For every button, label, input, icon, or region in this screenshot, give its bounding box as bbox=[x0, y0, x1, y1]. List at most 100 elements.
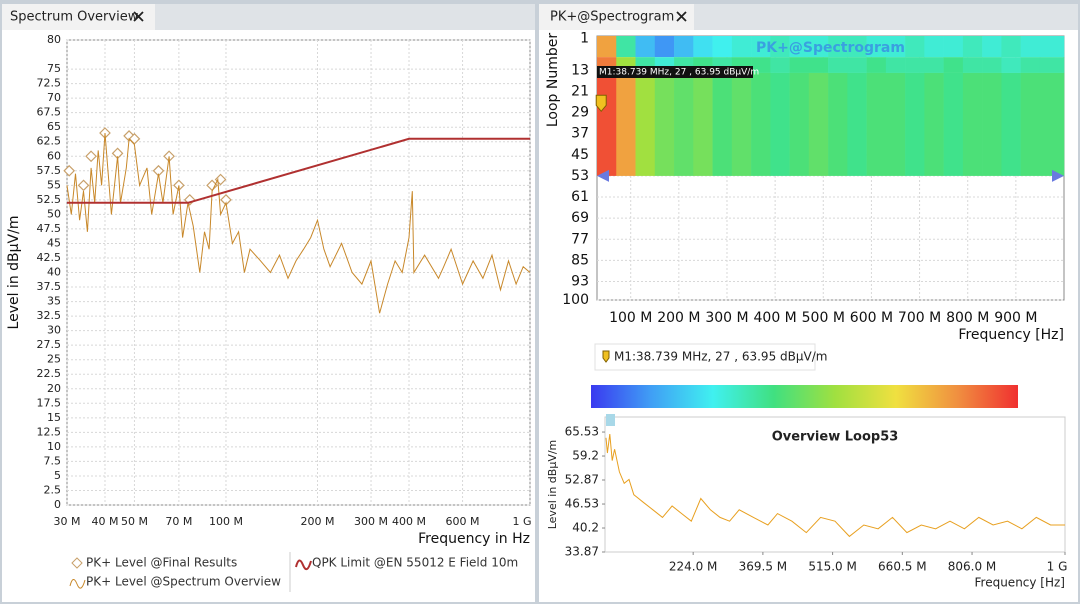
x-axis-label: Frequency [Hz] bbox=[958, 327, 1064, 343]
y-tick-label: 32.5 bbox=[37, 309, 62, 322]
x-axis-label: Frequency in Hz bbox=[418, 531, 530, 547]
marker-legend bbox=[594, 343, 816, 371]
heatmap-cell bbox=[597, 36, 617, 58]
legend-label: QPK Limit @EN 55012 E Field 10m bbox=[312, 556, 518, 570]
heatmap-cell bbox=[770, 57, 790, 73]
legend-icon bbox=[69, 579, 86, 589]
heatmap-cell bbox=[616, 36, 636, 58]
tab-title: PK+@Spectrogram bbox=[550, 10, 674, 25]
y-tick-label: 61 bbox=[571, 189, 589, 205]
heatmap-cell bbox=[674, 36, 694, 58]
heatmap-cell bbox=[789, 36, 810, 58]
x-tick-label: 30 M bbox=[54, 515, 81, 528]
tab-close[interactable] bbox=[676, 11, 687, 22]
heatmap-cell bbox=[982, 36, 1002, 58]
y-tick-label: 15 bbox=[47, 411, 61, 424]
x-tick-label: 50 M bbox=[121, 515, 148, 528]
heatmap-cell bbox=[1001, 36, 1021, 58]
heatmap-cell bbox=[597, 72, 617, 176]
x-tick-label: 900 M bbox=[994, 310, 1037, 326]
heatmap-cell bbox=[866, 57, 887, 73]
y-tick-label: 27.5 bbox=[37, 338, 62, 351]
x-tick-label: 1 G bbox=[512, 515, 531, 528]
y-tick-label: 22.5 bbox=[37, 367, 62, 380]
diamond-marker bbox=[63, 164, 76, 177]
legend-label: PK+ Level @Spectrum Overview bbox=[86, 575, 281, 589]
y-tick-label: 47.5 bbox=[37, 222, 62, 235]
diamond-marker bbox=[128, 132, 141, 145]
heatmap-cell bbox=[1039, 57, 1065, 73]
heatmap-cell bbox=[808, 36, 829, 58]
x-axis-label: Frequency [Hz] bbox=[975, 576, 1066, 590]
y-tick-label: 70 bbox=[47, 91, 61, 104]
heatmap-cell bbox=[847, 72, 867, 176]
heatmap-cell bbox=[1001, 57, 1021, 73]
heatmap-cell bbox=[885, 36, 906, 58]
legend-icon bbox=[71, 557, 83, 569]
heatmap-cell bbox=[866, 36, 887, 58]
y-tick-label: 57.5 bbox=[37, 164, 62, 177]
x-tick-label: 400 M bbox=[754, 310, 797, 326]
heatmap-cell bbox=[751, 57, 771, 73]
heatmap-cell bbox=[828, 57, 848, 73]
heatmap-cell bbox=[674, 72, 694, 176]
heatmap-cell bbox=[789, 72, 810, 176]
marker-legend-label: M1:38.739 MHz, 27 , 63.95 dBµV/m bbox=[614, 350, 827, 364]
heatmap-cell bbox=[731, 72, 752, 176]
diamond-marker bbox=[85, 150, 97, 163]
heatmap-cell bbox=[770, 72, 790, 176]
heatmap-cell bbox=[808, 57, 829, 73]
x-tick-label: 369.5 M bbox=[739, 560, 788, 574]
y-tick-label: 72.5 bbox=[37, 77, 62, 90]
y-tick-label: 77 bbox=[571, 231, 589, 247]
y-tick-label: 13 bbox=[571, 62, 589, 78]
x-tick-label: 806.0 M bbox=[948, 560, 997, 574]
y-tick-label: 30 bbox=[47, 324, 61, 337]
right-tab[interactable] bbox=[539, 4, 694, 30]
marker-m1 bbox=[595, 94, 607, 113]
heatmap-cell bbox=[751, 36, 771, 58]
legend-label: PK+ Level @Final Results bbox=[86, 556, 237, 570]
heatmap-cell bbox=[828, 36, 848, 58]
y-tick-label: 2.5 bbox=[44, 483, 62, 496]
heatmap-cell bbox=[885, 72, 906, 176]
y-tick-label: 7.5 bbox=[44, 454, 62, 467]
heatmap-cell bbox=[924, 72, 944, 176]
x-tick-label: 400 M bbox=[392, 515, 426, 528]
heatmap-cell bbox=[943, 57, 964, 73]
series-line bbox=[605, 434, 1065, 538]
x-tick-label: 500 M bbox=[802, 310, 845, 326]
heatmap-cell bbox=[1039, 72, 1065, 176]
y-tick-label: 80 bbox=[47, 33, 61, 46]
heatmap-cell bbox=[1020, 36, 1041, 58]
x-tick-label: 600 M bbox=[446, 515, 480, 528]
heatmap-cell bbox=[616, 72, 636, 176]
heatmap-cell bbox=[789, 57, 810, 73]
y-tick-label: 69 bbox=[571, 210, 589, 226]
y-tick-label: 40.2 bbox=[572, 521, 599, 535]
y-tick-label: 67.5 bbox=[37, 106, 62, 119]
diamond-marker bbox=[77, 179, 90, 192]
x-tick-label: 224.0 M bbox=[669, 560, 718, 574]
heatmap-cell bbox=[712, 72, 733, 176]
y-tick-label: 55 bbox=[47, 178, 61, 191]
x-tick-label: 600 M bbox=[850, 310, 893, 326]
heatmap-cell bbox=[808, 72, 829, 176]
colorbar bbox=[591, 385, 1018, 408]
x-tick-label: 40 M bbox=[91, 515, 118, 528]
y-tick-label: 45 bbox=[571, 147, 589, 163]
x-tick-label: 200 M bbox=[657, 310, 700, 326]
heatmap-cell bbox=[982, 57, 1002, 73]
heatmap-cell bbox=[847, 57, 867, 73]
left-tab[interactable] bbox=[2, 4, 155, 30]
heatmap-cell bbox=[962, 36, 983, 58]
heatmap-cell bbox=[770, 36, 790, 58]
heatmap-cell bbox=[693, 72, 713, 176]
y-tick-label: 37 bbox=[571, 126, 589, 142]
heatmap-cell bbox=[905, 72, 925, 176]
tab-title: Spectrum Overview bbox=[10, 10, 139, 25]
marker-legend-icon bbox=[602, 350, 610, 363]
tab-close[interactable] bbox=[133, 11, 144, 22]
series-line bbox=[67, 137, 530, 204]
